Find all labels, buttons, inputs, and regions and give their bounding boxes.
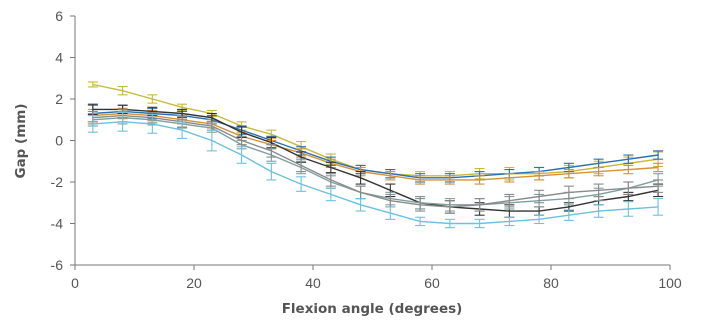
error-bar bbox=[355, 171, 366, 185]
x-tick-label: 60 bbox=[424, 275, 440, 291]
error-bar bbox=[147, 114, 158, 134]
error-bar bbox=[355, 198, 366, 212]
error-bar bbox=[653, 150, 664, 160]
series-line bbox=[92, 83, 659, 177]
error-bar bbox=[117, 86, 128, 96]
error-bar bbox=[325, 187, 336, 202]
x-tick-label: 0 bbox=[71, 275, 79, 291]
error-bar bbox=[87, 81, 98, 88]
error-bar bbox=[444, 218, 455, 229]
error-bar bbox=[355, 185, 366, 200]
y-tick-label: -4 bbox=[51, 216, 64, 232]
series-line bbox=[92, 114, 659, 208]
error-bar bbox=[653, 162, 664, 173]
error-bar bbox=[623, 181, 634, 195]
y-tick-label: 4 bbox=[55, 50, 63, 66]
error-bar bbox=[563, 185, 574, 200]
error-bar bbox=[593, 183, 604, 198]
y-tick-label: -6 bbox=[51, 257, 64, 273]
error-bar bbox=[415, 175, 426, 185]
x-tick-label: 100 bbox=[658, 275, 682, 291]
series-1 bbox=[87, 81, 664, 181]
error-bar bbox=[236, 135, 247, 146]
error-bar bbox=[534, 189, 545, 204]
error-bar bbox=[325, 161, 336, 174]
error-bar bbox=[296, 176, 307, 192]
error-bar bbox=[653, 179, 664, 193]
error-bar bbox=[444, 200, 455, 214]
error-bar bbox=[623, 201, 634, 217]
error-bar bbox=[325, 173, 336, 187]
error-bar bbox=[87, 115, 98, 133]
x-tick-label: 80 bbox=[543, 275, 559, 291]
error-bar bbox=[415, 198, 426, 212]
series-line bbox=[92, 121, 659, 225]
error-bar bbox=[206, 129, 217, 152]
ticks: 0 20 40 60 80 100 -6 -4 -2 0 2 4 6 bbox=[51, 8, 682, 291]
x-axis-title: Flexion angle (degrees) bbox=[282, 301, 463, 317]
error-bar bbox=[117, 111, 128, 132]
error-bar bbox=[534, 214, 545, 225]
x-tick-label: 20 bbox=[186, 275, 202, 291]
error-bar bbox=[385, 206, 396, 220]
series-line bbox=[92, 112, 659, 181]
y-tick-label: 6 bbox=[55, 8, 63, 24]
error-bar bbox=[236, 146, 247, 164]
series-7 bbox=[87, 111, 664, 229]
error-bar bbox=[474, 175, 485, 185]
error-bar bbox=[534, 171, 545, 181]
error-bar bbox=[563, 169, 574, 179]
y-axis-title: Gap (mm) bbox=[13, 103, 29, 178]
error-bar bbox=[504, 193, 515, 208]
error-bar bbox=[385, 171, 396, 181]
error-bar bbox=[177, 121, 188, 139]
error-bar bbox=[444, 175, 455, 185]
error-bar bbox=[474, 198, 485, 212]
error-bar bbox=[474, 218, 485, 229]
error-bar bbox=[266, 144, 277, 158]
error-bar bbox=[504, 216, 515, 227]
error-bar bbox=[266, 162, 277, 181]
series-line bbox=[92, 108, 659, 212]
error-bar bbox=[504, 173, 515, 183]
series-layer bbox=[87, 81, 664, 229]
error-bar bbox=[623, 154, 634, 164]
error-bar bbox=[563, 209, 574, 221]
error-bar bbox=[623, 164, 634, 175]
error-bar bbox=[296, 158, 307, 173]
error-bar bbox=[653, 198, 664, 216]
x-tick-label: 40 bbox=[305, 275, 321, 291]
series-3 bbox=[87, 107, 664, 185]
y-tick-label: 0 bbox=[55, 133, 63, 149]
error-bar bbox=[593, 204, 604, 218]
error-bar bbox=[415, 216, 426, 227]
error-bar bbox=[593, 166, 604, 177]
axes bbox=[74, 16, 670, 266]
y-tick-label: -2 bbox=[51, 174, 64, 190]
y-tick-label: 2 bbox=[55, 91, 63, 107]
error-bar bbox=[147, 94, 158, 104]
